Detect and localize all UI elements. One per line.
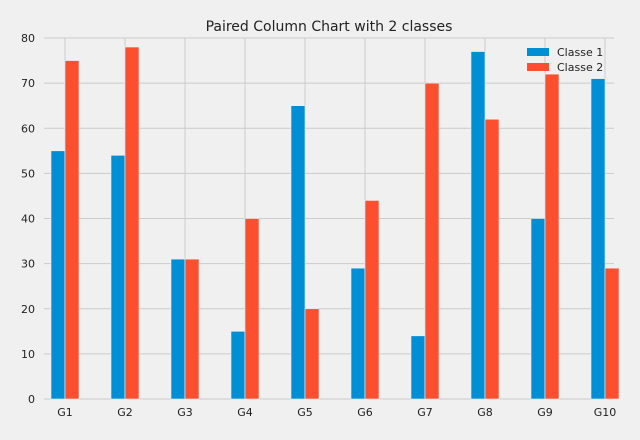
bar-classe-1-g2 (110, 155, 126, 400)
bar-classe-1-g4 (230, 331, 246, 400)
x-tick-labels: G1 G2 G3 G4 G5 G6 G7 G8 G9 G10 (57, 406, 616, 419)
x-tick-label: G7 (417, 406, 433, 419)
y-tick-label: 20 (21, 303, 35, 316)
bar-classe-2-g6 (364, 200, 380, 400)
bar-classe-1-g10 (590, 78, 606, 400)
x-tick-label: G6 (357, 406, 373, 419)
x-tick-label: G5 (297, 406, 313, 419)
bar-classe-1-g7 (410, 335, 426, 400)
bar-classe-2-g8 (484, 118, 500, 400)
bar-classe-1-g8 (470, 51, 486, 400)
y-tick-label: 30 (21, 258, 35, 271)
bars-group (50, 46, 620, 400)
x-tick-label: G3 (177, 406, 193, 419)
legend-label-classe-2: Classe 2 (557, 61, 603, 74)
bar-classe-2-g3 (184, 258, 200, 400)
chart-title: Paired Column Chart with 2 classes (206, 19, 453, 35)
bar-classe-1-g3 (170, 258, 186, 400)
bar-classe-2-g5 (304, 308, 320, 400)
bar-classe-2-g1 (64, 60, 80, 400)
bar-classe-2-g7 (424, 82, 440, 400)
y-tick-labels: 0 10 20 30 40 50 60 70 80 (21, 32, 35, 406)
y-tick-label: 70 (21, 77, 35, 90)
bar-classe-1-g9 (530, 218, 546, 400)
bar-classe-2-g4 (244, 218, 260, 400)
x-tick-label: G4 (237, 406, 253, 419)
bar-classe-2-g9 (544, 73, 560, 400)
legend: Classe 1 Classe 2 (527, 46, 603, 74)
x-tick-label: G10 (594, 406, 617, 419)
x-tick-label: G2 (117, 406, 133, 419)
bar-classe-1-g5 (290, 105, 306, 400)
x-tick-label: G1 (57, 406, 73, 419)
y-tick-label: 40 (21, 213, 35, 226)
y-tick-label: 10 (21, 348, 35, 361)
bar-classe-2-g2 (124, 46, 140, 400)
x-tick-label: G8 (477, 406, 493, 419)
bar-classe-1-g1 (50, 150, 66, 400)
legend-label-classe-1: Classe 1 (557, 46, 603, 59)
x-tick-label: G9 (537, 406, 553, 419)
legend-swatch-classe-2 (527, 63, 549, 71)
y-tick-label: 50 (21, 167, 35, 180)
bar-classe-1-g6 (350, 267, 366, 400)
legend-swatch-classe-1 (527, 48, 549, 56)
y-tick-label: 80 (21, 32, 35, 45)
y-tick-label: 0 (28, 393, 35, 406)
y-tick-label: 60 (21, 122, 35, 135)
bar-classe-2-g10 (604, 267, 620, 400)
